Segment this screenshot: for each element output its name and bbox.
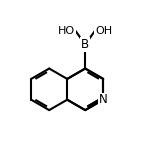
Text: N: N	[99, 93, 108, 106]
Text: OH: OH	[95, 26, 112, 36]
Text: B: B	[81, 38, 89, 51]
Text: HO: HO	[58, 26, 76, 36]
